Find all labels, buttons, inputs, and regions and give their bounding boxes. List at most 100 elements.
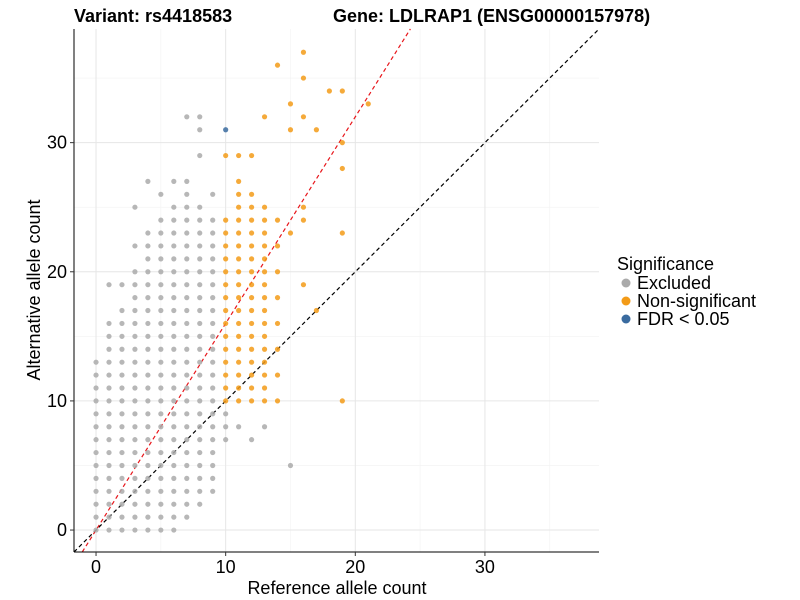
data-point xyxy=(171,411,177,417)
data-point xyxy=(119,475,125,481)
data-point xyxy=(210,243,216,249)
data-point xyxy=(145,295,151,301)
data-point xyxy=(261,256,268,262)
data-point xyxy=(261,295,268,301)
data-point xyxy=(300,217,307,223)
data-point xyxy=(106,372,112,378)
data-point xyxy=(197,217,203,223)
data-point xyxy=(223,437,229,443)
data-point xyxy=(145,527,151,533)
legend-title: Significance xyxy=(617,254,714,274)
axes xyxy=(73,29,599,553)
data-point xyxy=(300,114,307,120)
data-point xyxy=(119,514,125,520)
data-point xyxy=(158,359,164,365)
data-point xyxy=(223,127,229,133)
reference-line-identity xyxy=(73,28,600,553)
data-point xyxy=(119,424,125,430)
data-point xyxy=(210,217,216,223)
data-point xyxy=(145,346,151,352)
data-point xyxy=(261,320,268,327)
data-point xyxy=(248,217,255,223)
data-point xyxy=(184,114,190,120)
data-point xyxy=(184,449,190,456)
y-tick-label: 0 xyxy=(57,520,67,540)
data-point xyxy=(93,372,99,378)
data-point xyxy=(261,398,268,404)
data-point xyxy=(274,62,281,68)
data-point xyxy=(236,385,242,391)
data-point xyxy=(145,178,151,184)
data-point xyxy=(248,204,255,210)
data-point xyxy=(210,320,216,327)
data-point xyxy=(106,333,112,339)
data-point xyxy=(197,501,203,507)
data-point xyxy=(197,307,203,314)
data-point xyxy=(158,437,164,443)
data-point xyxy=(106,385,112,391)
data-point xyxy=(132,501,138,507)
data-point xyxy=(158,256,164,262)
data-point xyxy=(93,385,99,391)
data-point xyxy=(158,282,164,288)
data-point xyxy=(210,191,216,197)
data-point xyxy=(223,411,229,417)
data-point xyxy=(210,488,216,494)
data-point xyxy=(248,295,255,301)
data-point xyxy=(261,217,268,223)
data-point xyxy=(132,475,138,481)
data-point xyxy=(184,346,190,352)
data-point xyxy=(171,269,177,275)
data-point xyxy=(248,385,255,391)
data-point xyxy=(236,243,242,249)
data-point xyxy=(184,333,190,339)
data-point xyxy=(210,424,216,430)
data-point xyxy=(365,101,371,107)
data-point xyxy=(197,372,203,378)
data-point xyxy=(223,282,229,288)
data-point xyxy=(261,243,268,249)
data-point xyxy=(197,333,203,339)
data-point xyxy=(184,217,190,223)
legend-label-excluded: Excluded xyxy=(637,273,711,293)
data-point xyxy=(158,307,164,314)
reference-line-fit xyxy=(81,28,411,553)
data-point xyxy=(248,398,255,404)
data-point xyxy=(236,424,242,430)
data-point xyxy=(132,333,138,339)
data-point xyxy=(236,204,242,210)
data-point xyxy=(223,256,229,262)
data-point xyxy=(287,462,294,469)
data-point xyxy=(197,243,203,249)
data-point xyxy=(300,75,307,81)
data-point xyxy=(197,449,203,456)
data-point xyxy=(93,437,99,443)
data-point xyxy=(171,295,177,301)
x-axis-title: Reference allele count xyxy=(247,578,426,598)
data-point xyxy=(274,398,281,404)
data-point xyxy=(197,230,203,236)
data-point xyxy=(274,320,281,327)
data-point xyxy=(197,114,203,120)
data-point xyxy=(119,385,125,391)
data-point xyxy=(197,295,203,301)
data-point xyxy=(339,165,345,172)
data-point xyxy=(197,127,203,133)
data-point xyxy=(210,295,216,301)
data-point xyxy=(184,411,190,417)
title-gene: Gene: LDLRAP1 (ENSG00000157978) xyxy=(333,6,650,26)
data-point xyxy=(93,514,99,520)
data-point xyxy=(197,488,203,494)
data-point xyxy=(300,282,307,288)
x-tick-label: 10 xyxy=(216,557,236,577)
data-point xyxy=(236,346,242,352)
data-point xyxy=(210,411,216,417)
data-point xyxy=(223,398,229,404)
data-point xyxy=(274,346,281,352)
data-point xyxy=(171,346,177,352)
data-point xyxy=(248,191,255,197)
data-point xyxy=(145,359,151,365)
data-point xyxy=(106,514,112,520)
data-point xyxy=(236,256,242,262)
data-point xyxy=(132,282,138,288)
